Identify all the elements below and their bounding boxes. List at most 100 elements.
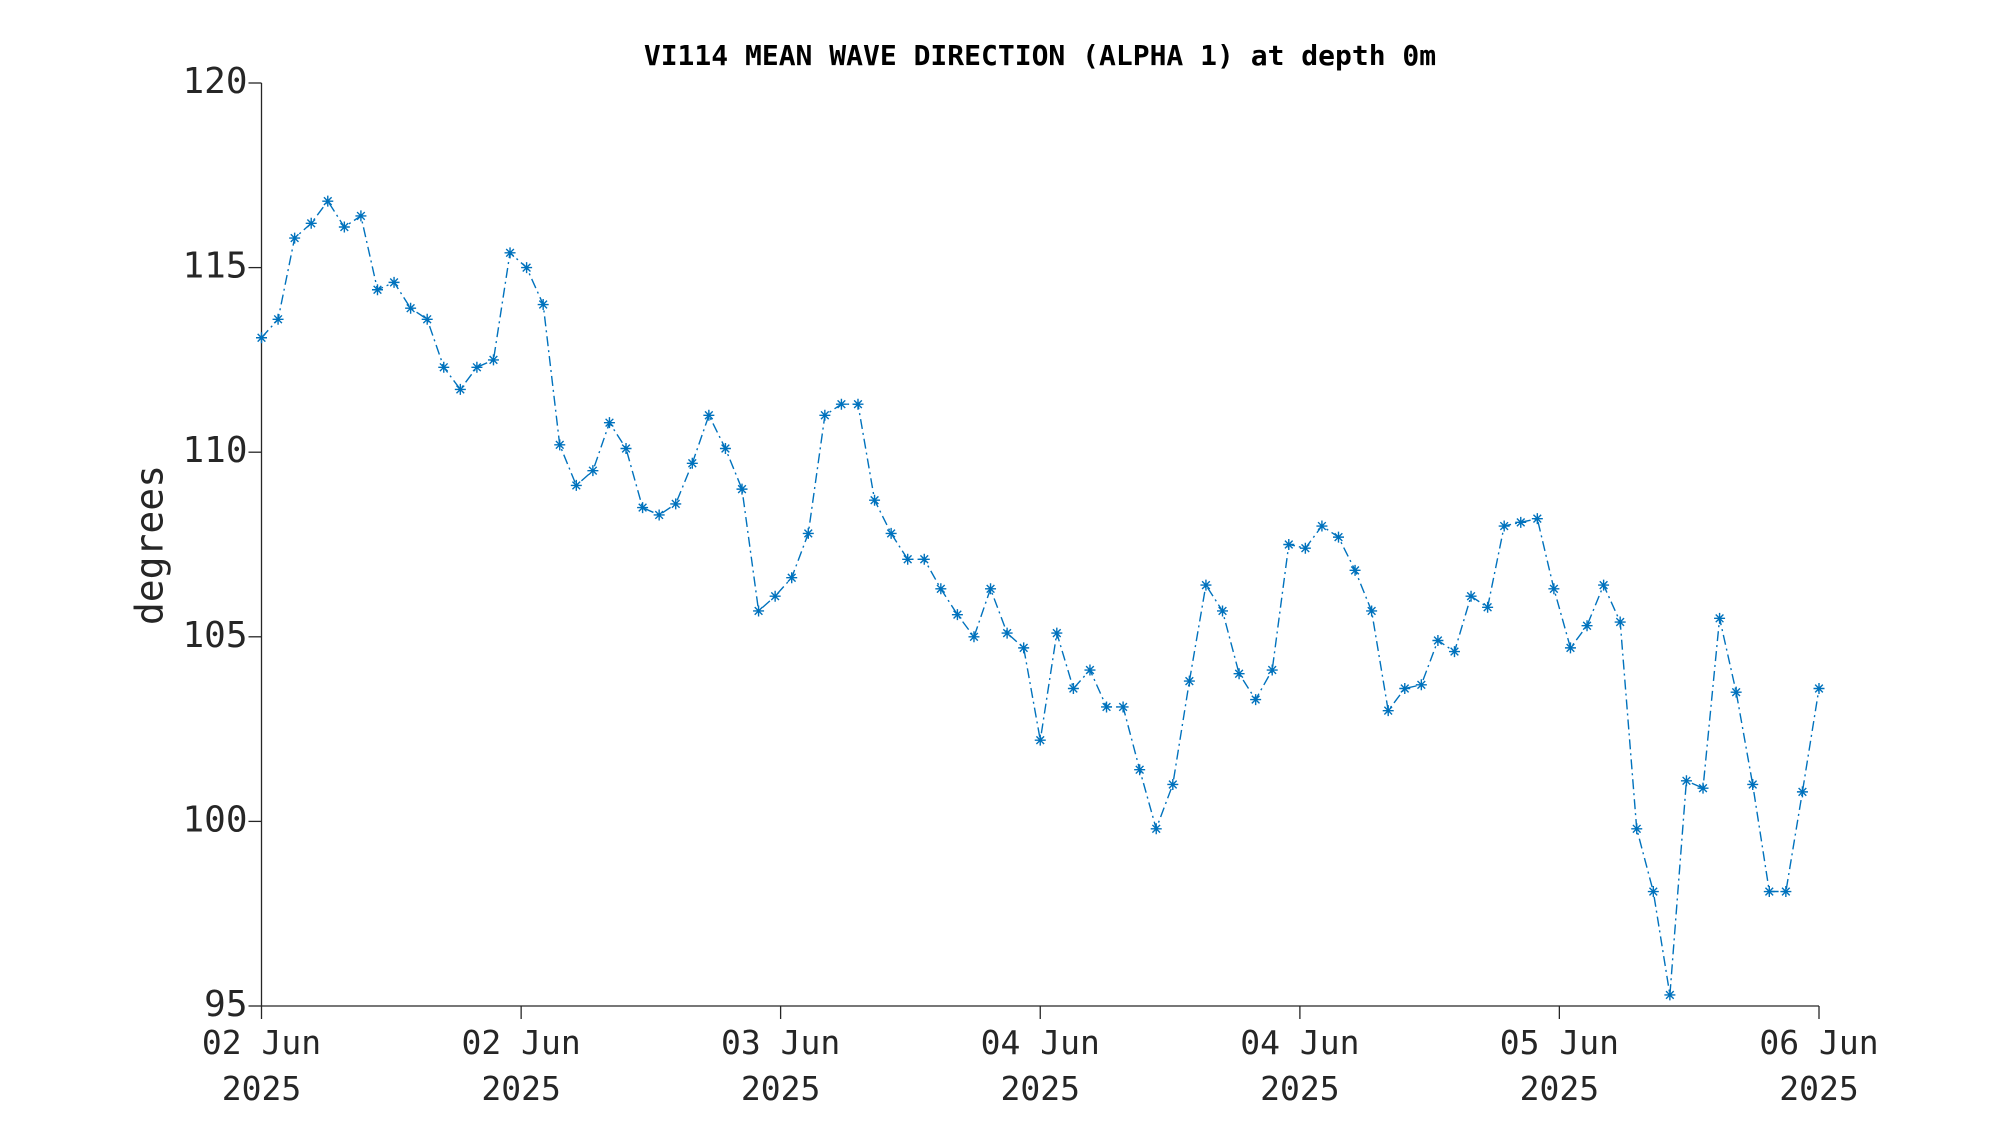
data-point xyxy=(338,221,350,233)
x-tick-label-box: 04 Jun 2025 xyxy=(980,1023,1100,1108)
x-tick-label: 04 Jun 2025 xyxy=(1240,1023,1360,1108)
data-point xyxy=(670,498,682,510)
data-point xyxy=(1714,612,1726,624)
data-point xyxy=(786,572,798,584)
x-tick-label-box: 04 Jun 2025 xyxy=(1240,1023,1360,1108)
data-point xyxy=(703,409,715,421)
data-point xyxy=(753,605,765,617)
data-point xyxy=(1432,634,1444,646)
data-point xyxy=(1598,579,1610,591)
data-point xyxy=(272,313,284,325)
data-point xyxy=(1250,694,1262,706)
data-point xyxy=(985,583,997,595)
y-tick-label: 100 xyxy=(182,799,247,840)
data-point xyxy=(935,583,947,595)
data-point xyxy=(1316,520,1328,532)
data-point xyxy=(620,443,632,455)
y-tick-label: 110 xyxy=(182,430,247,471)
data-point xyxy=(1134,764,1146,776)
data-point xyxy=(587,465,599,477)
data-line xyxy=(260,199,1820,996)
data-point xyxy=(1183,675,1195,687)
data-point xyxy=(1614,616,1626,628)
data-point xyxy=(471,361,483,373)
data-point xyxy=(438,361,450,373)
data-point xyxy=(537,299,549,311)
y-tick-label: 120 xyxy=(182,61,247,102)
data-point xyxy=(421,313,433,325)
data-point xyxy=(388,276,400,288)
data-point xyxy=(819,409,831,421)
x-tick-label-box: 03 Jun 2025 xyxy=(721,1023,841,1108)
data-point xyxy=(1631,823,1643,835)
x-tick-label-box: 02 Jun 2025 xyxy=(201,1023,322,1108)
data-point xyxy=(405,302,417,314)
data-point xyxy=(1233,668,1245,680)
data-point xyxy=(554,439,566,451)
data-point xyxy=(1465,590,1477,602)
chart-title: VI114 MEAN WAVE DIRECTION (ALPHA 1) at d… xyxy=(644,39,1436,72)
data-point xyxy=(1150,823,1162,835)
data-point xyxy=(1581,620,1593,632)
data-point xyxy=(769,590,781,602)
data-point xyxy=(968,631,980,643)
data-point xyxy=(1747,778,1759,790)
data-point xyxy=(1018,642,1030,654)
data-point xyxy=(1730,686,1742,698)
data-point xyxy=(1332,531,1344,543)
data-point xyxy=(1564,642,1576,654)
y-tick-label: 95 xyxy=(204,984,247,1025)
y-axis-label: degrees xyxy=(128,465,172,625)
data-point xyxy=(1366,605,1378,617)
data-point xyxy=(1349,564,1361,576)
data-point xyxy=(852,398,864,410)
data-point xyxy=(1763,886,1775,898)
data-point xyxy=(355,210,367,222)
data-point xyxy=(653,509,665,521)
data-point xyxy=(902,553,914,565)
data-point xyxy=(802,527,814,539)
data-point xyxy=(1697,782,1709,794)
data-point xyxy=(289,232,301,244)
data-point xyxy=(1680,775,1692,787)
data-point xyxy=(1780,886,1792,898)
data-point xyxy=(1117,701,1129,713)
data-point xyxy=(637,502,649,514)
data-point xyxy=(1382,705,1394,717)
data-point xyxy=(1796,786,1808,798)
data-point xyxy=(1813,682,1825,694)
data-point xyxy=(736,483,748,495)
x-tick-label: 02 Jun 2025 xyxy=(201,1023,322,1108)
data-point xyxy=(1034,734,1046,746)
x-tick-label-box: 06 Jun 2025 xyxy=(1759,1023,1879,1108)
data-point xyxy=(487,354,499,366)
data-point xyxy=(1001,627,1013,639)
data-point xyxy=(1531,513,1543,525)
data-point xyxy=(570,479,582,491)
x-tick-label: 05 Jun 2025 xyxy=(1499,1023,1619,1108)
x-tick-label: 06 Jun 2025 xyxy=(1759,1023,1879,1108)
x-tick-label: 03 Jun 2025 xyxy=(721,1023,841,1108)
data-point xyxy=(1084,664,1096,676)
data-point xyxy=(1399,682,1411,694)
data-point xyxy=(1051,627,1063,639)
data-point xyxy=(1167,778,1179,790)
data-point xyxy=(835,398,847,410)
x-tick-label-box: 05 Jun 2025 xyxy=(1499,1023,1619,1108)
data-point xyxy=(1067,682,1079,694)
data-point xyxy=(1266,664,1278,676)
data-point xyxy=(1548,583,1560,595)
data-point xyxy=(1217,605,1229,617)
x-tick-label: 04 Jun 2025 xyxy=(980,1023,1100,1108)
y-tick-label: 115 xyxy=(182,246,247,287)
data-point xyxy=(1101,701,1113,713)
data-point xyxy=(686,457,698,469)
data-point xyxy=(1299,542,1311,554)
data-point xyxy=(256,332,267,344)
x-tick-label: 02 Jun 2025 xyxy=(461,1023,581,1108)
data-point xyxy=(1415,679,1427,691)
data-point xyxy=(1448,646,1460,658)
